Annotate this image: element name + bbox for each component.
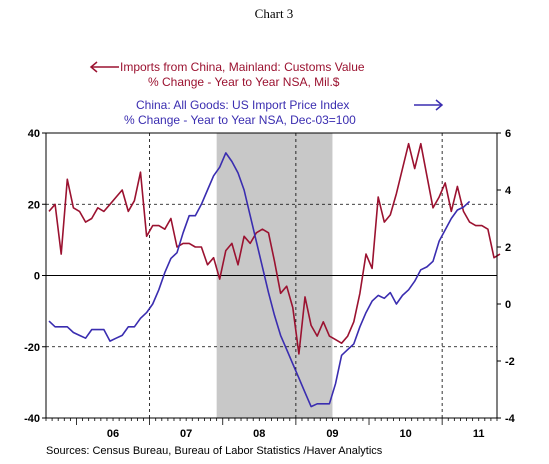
legend-series-1-name: Imports from China, Mainland: Customs Va… [120,60,365,74]
x-axis-tick-label: 07 [180,428,192,440]
right-axis-tick-label: -4 [505,413,516,425]
legend-series-2: China: All Goods: US Import Price Index … [124,98,444,127]
right-axis-tick-label: 0 [505,299,511,311]
left-axis-tick-label: 0 [34,271,40,283]
x-axis-tick-label: 11 [473,428,485,440]
right-axis-tick-label: -2 [505,356,515,368]
right-axis-tick-label: 4 [505,185,512,197]
right-axis-tick-label: 2 [505,242,511,254]
left-axis-tick-label: 20 [28,199,40,211]
legend-series-1-subtitle: % Change - Year to Year NSA, Mil.$ [148,75,340,89]
legend-series-2-subtitle: % Change - Year to Year NSA, Dec-03=100 [124,113,356,127]
left-axis-tick-label: -20 [24,342,40,354]
legend-series-2-name: China: All Goods: US Import Price Index [136,98,349,112]
legend-series-1: Imports from China, Mainland: Customs Va… [89,60,365,89]
source-note: Sources: Census Bureau, Bureau of Labor … [46,445,383,457]
legend-series-1-arrow-head [89,61,98,73]
x-axis-tick-label: 06 [107,428,119,440]
left-axis-tick-label: -40 [24,413,40,425]
x-axis-tick-label: 09 [326,428,338,440]
x-axis-tick-label: 10 [399,428,411,440]
left-axis-tick-label: 40 [28,128,40,140]
chart-title: Chart 3 [255,6,294,21]
series-line-1 [48,142,501,355]
right-axis-tick-label: 6 [505,128,511,140]
x-axis-tick-label: 08 [253,428,265,440]
legend-series-2-arrow-head [435,99,444,111]
series-line-2 [48,152,471,408]
